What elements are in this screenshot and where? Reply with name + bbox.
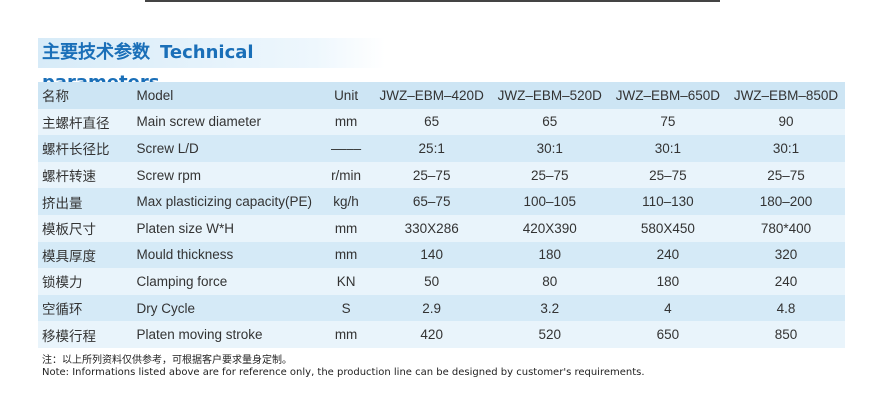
table-cell: 80 xyxy=(542,273,558,289)
table-cell: 240 xyxy=(774,273,798,289)
table-cell: 420 xyxy=(420,327,443,343)
table-row: 螺杆转速 Screw rpm r/min 25–75 25–75 25–75 25–75 xyxy=(38,161,845,189)
table-cell: Clamping force xyxy=(136,273,228,289)
header-cell: Model xyxy=(136,87,174,103)
table-cell: 25:1 xyxy=(418,140,445,156)
table-cell: Platen size W*H xyxy=(136,220,235,236)
table-cell: 模板尺寸 xyxy=(42,222,96,238)
table-cell: 140 xyxy=(420,247,443,263)
table-cell: 25–75 xyxy=(412,167,451,183)
table-cell: 4 xyxy=(664,300,672,316)
table-cell: mm xyxy=(334,114,358,130)
table-cell: 180–200 xyxy=(759,194,813,210)
table-row: 空循环 Dry Cycle S 2.9 3.2 4 4.8 xyxy=(38,294,845,322)
table-cell: 65 xyxy=(542,114,558,130)
table-row: 挤出量 Max plasticizing capacity(PE) kg/h 65–7… xyxy=(38,188,845,215)
table-cell: 25–75 xyxy=(649,167,687,183)
table-cell: 180 xyxy=(656,273,680,289)
table-row: 移模行程 Platen moving stroke mm 420 520 650 850 xyxy=(38,321,845,348)
note-en: Note: Informations listed above are for … xyxy=(42,367,645,378)
table-cell: Platen moving stroke xyxy=(136,327,263,343)
table-cell: 240 xyxy=(656,247,680,263)
header-row: 名称 Model Unit JWZ–EBM–420D JWZ–EBM–520D JWZ–E… xyxy=(38,82,845,109)
header-cell: Unit xyxy=(334,87,359,103)
table-cell: 65–75 xyxy=(412,194,451,210)
table-cell: 650 xyxy=(656,327,680,343)
table-cell: S xyxy=(341,300,351,316)
table-cell: 75 xyxy=(660,114,676,130)
table-cell: 90 xyxy=(778,114,794,130)
table-cell: 520 xyxy=(538,327,562,343)
header-cell: 名称 xyxy=(42,89,69,105)
table-cell: 螺杆转速 xyxy=(42,169,96,185)
table-row: 模板尺寸 Platen size W*H mm 330X286 420X390 580X4… xyxy=(38,214,845,242)
table-cell: 主螺杆直径 xyxy=(42,115,110,131)
header-cell: JWZ–EBM–650D xyxy=(615,87,721,103)
table-cell: 4.8 xyxy=(776,300,796,316)
table-cell: KN xyxy=(336,273,356,289)
table-cell: kg/h xyxy=(333,194,359,210)
table-cell: 180 xyxy=(538,247,562,263)
table-cell: 25–75 xyxy=(767,167,805,183)
top-rule xyxy=(145,0,720,2)
header-cell: JWZ–EBM–520D xyxy=(497,87,602,103)
table-cell: mm xyxy=(334,220,358,236)
table-cell: 模具厚度 xyxy=(42,248,96,264)
header-cell: JWZ–EBM–850D xyxy=(733,87,839,103)
table-cell: 空循环 xyxy=(42,302,83,318)
table-cell: Main screw diameter xyxy=(136,114,262,130)
table-row: 锁模力 Clamping force KN 50 80 180 240 xyxy=(38,268,845,295)
table-cell: 锁模力 xyxy=(42,275,83,291)
table-cell: 110–130 xyxy=(642,194,694,210)
table-cell: mm xyxy=(334,247,358,263)
table-cell: 65 xyxy=(424,114,440,130)
table-row: 螺杆长径比 Screw L/D –––– 25:1 30:1 30:1 30:1 xyxy=(38,135,845,162)
table-cell: 挤出量 xyxy=(42,195,83,211)
table-cell: 420X390 xyxy=(522,220,577,236)
table-cell: Mould thickness xyxy=(136,247,234,263)
table-cell: 320 xyxy=(774,247,798,263)
table-cell: 30:1 xyxy=(536,140,563,156)
table-cell: –––– xyxy=(331,140,362,156)
table-cell: 50 xyxy=(424,273,440,289)
header-cell: JWZ–EBM–420D xyxy=(379,87,484,103)
note-cn: 注：以上所列资料仅供参考，可根据客户要求量身定制。 xyxy=(42,355,292,366)
table-cell: r/min xyxy=(331,167,362,183)
table-cell: 螺杆长径比 xyxy=(42,142,110,158)
table-cell: 3.2 xyxy=(540,300,560,316)
table-cell: Dry Cycle xyxy=(136,300,195,316)
table-cell: 850 xyxy=(774,327,798,343)
table-cell: Screw rpm xyxy=(136,167,201,183)
title-cn: 主要技术参数 xyxy=(42,42,150,63)
table-cell: 330X286 xyxy=(404,220,459,236)
table-cell: 30:1 xyxy=(654,140,682,156)
table-cell: Max plasticizing capacity(PE) xyxy=(136,194,313,210)
table-cell: Screw L/D xyxy=(136,140,199,156)
table-cell: 100–105 xyxy=(523,194,577,210)
table-row: 模具厚度 Mould thickness mm 140 180 240 320 xyxy=(38,241,845,269)
table-cell: mm xyxy=(334,327,358,343)
table-cell: 580X450 xyxy=(640,220,695,236)
table-cell: 780*400 xyxy=(760,220,812,236)
parameter-table: 名称 Model Unit JWZ–EBM–420D JWZ–EBM–520D JWZ–E… xyxy=(38,82,845,348)
table-cell: 30:1 xyxy=(772,140,800,156)
table-cell: 25–75 xyxy=(531,167,569,183)
table-cell: 2.9 xyxy=(422,300,442,316)
table-cell: 移模行程 xyxy=(42,328,96,344)
table-row: 主螺杆直径 Main screw diameter mm 65 65 75 90 xyxy=(38,108,845,136)
